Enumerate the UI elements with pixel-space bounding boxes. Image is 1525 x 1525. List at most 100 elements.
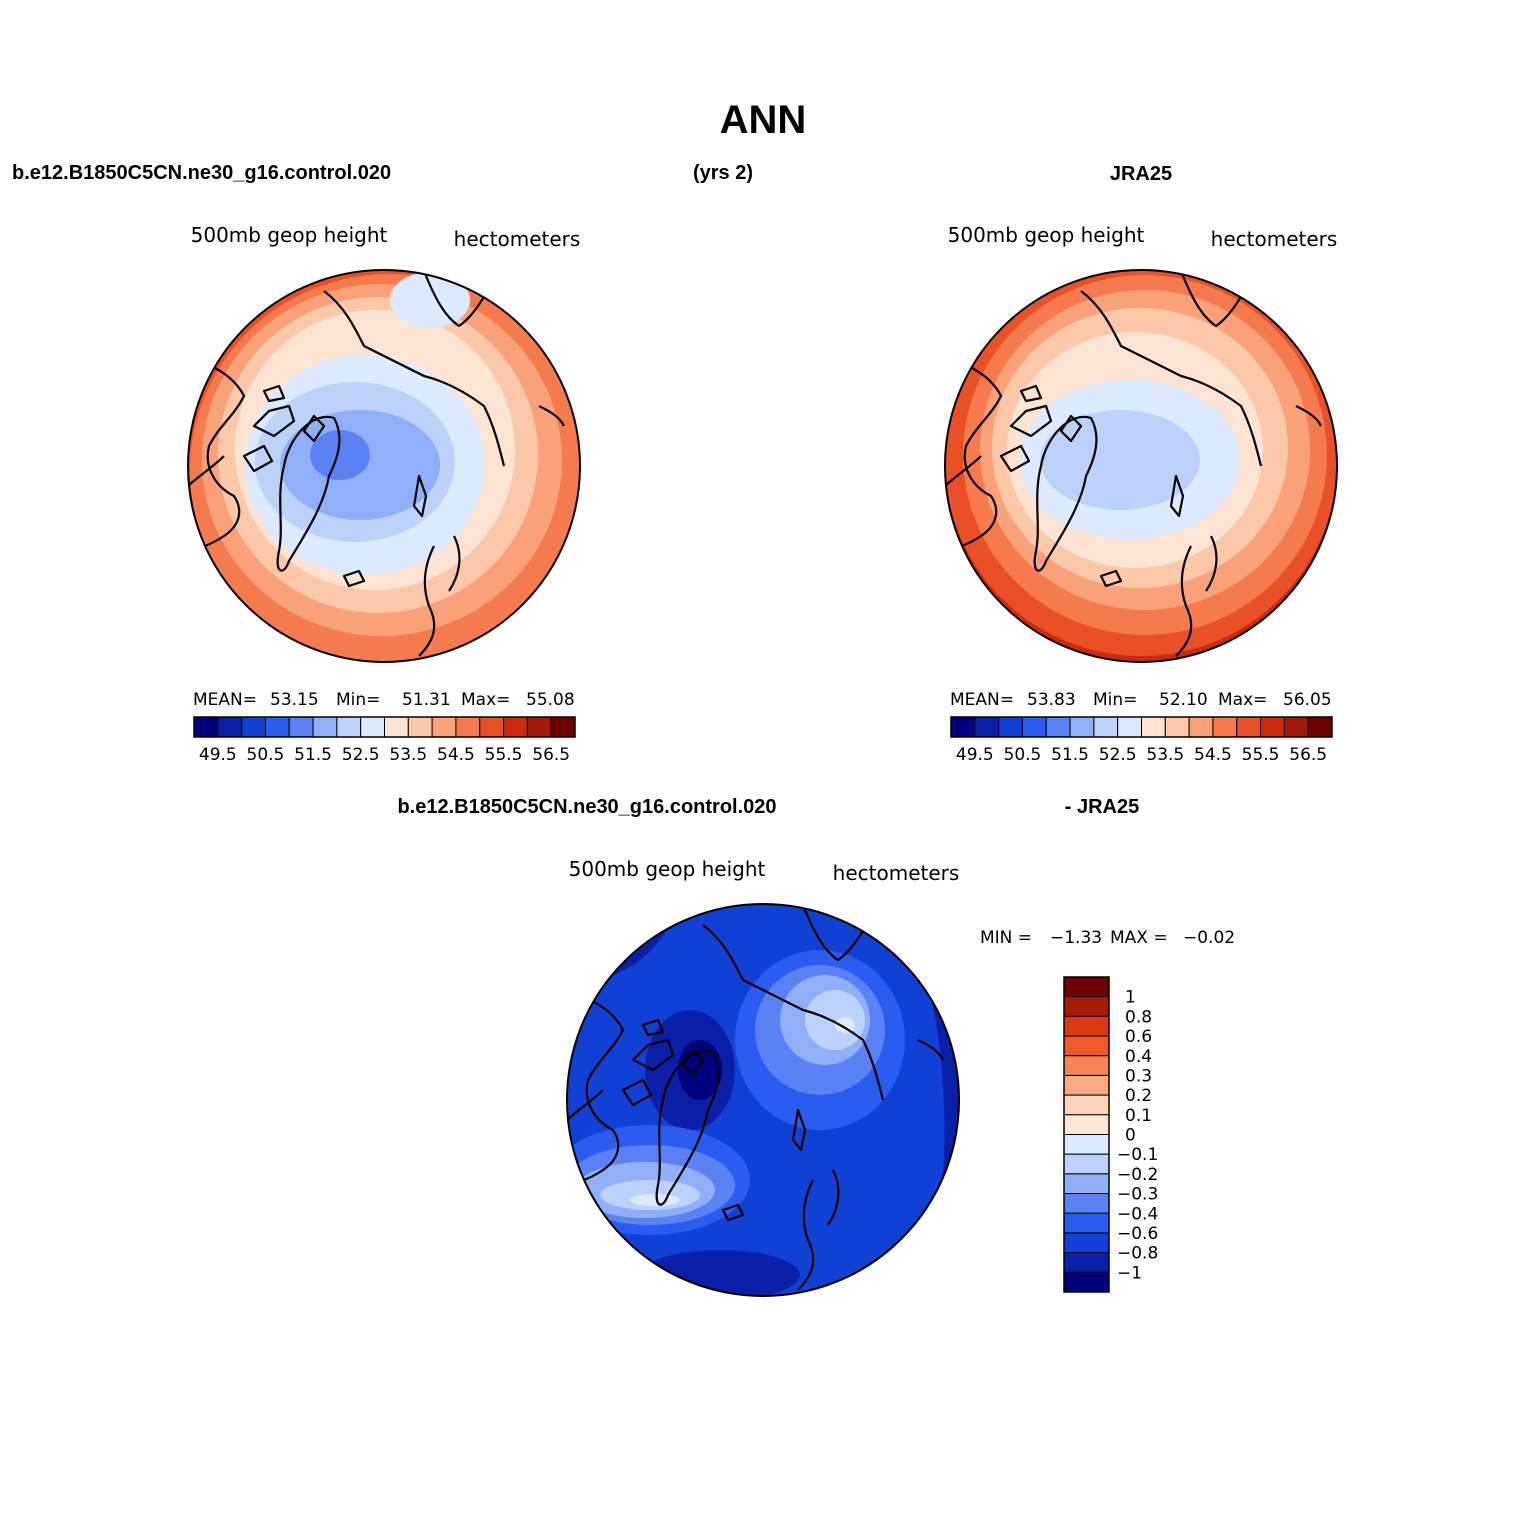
panel-model-max-label: Max=	[461, 690, 510, 710]
colorbar-diff-swatch	[1063, 996, 1110, 1017]
panel-obs-min: 52.10	[1159, 690, 1208, 710]
panel-model-min-label: Min=	[336, 690, 380, 710]
colorbar-obs-swatch	[998, 716, 1023, 738]
colorbar-obs-swatch	[1164, 716, 1190, 738]
panel-obs: 500mb geop height hectometers MEAN= 53.8…	[944, 223, 1338, 765]
panel-model-mean-label: MEAN=	[193, 690, 257, 710]
colorbar-model-swatch	[503, 716, 528, 738]
colorbar-diff-tick-label: 0.8	[1125, 1007, 1152, 1027]
colorbar-model-swatch	[550, 716, 576, 738]
colorbar-diff-swatch	[1063, 1153, 1110, 1175]
colorbar-model-tick-label: 52.5	[342, 745, 380, 765]
colorbar-model-swatch	[360, 716, 385, 738]
colorbar-model-tick-label: 54.5	[437, 745, 475, 765]
polar-map-obs-border	[944, 269, 1338, 663]
colorbar-diff-swatch	[1063, 1055, 1110, 1076]
colorbar-diff-tick-label: 0.4	[1125, 1047, 1152, 1067]
colorbar-obs-tick-label: 55.5	[1242, 745, 1280, 765]
case-name-label: b.e12.B1850C5CN.ne30_g16.control.020	[12, 162, 391, 184]
polar-map-model-border	[187, 269, 581, 663]
colorbar-diff-tick-label: −0.1	[1117, 1145, 1158, 1165]
colorbar-obs-swatch	[1117, 716, 1142, 738]
panel-model-variable: 500mb geop height	[191, 223, 388, 247]
diff-case-label: b.e12.B1850C5CN.ne30_g16.control.020	[397, 796, 776, 818]
panel-model-max: 55.08	[526, 690, 575, 710]
colorbar-model-swatch	[384, 716, 409, 738]
colorbar-obs: 49.5 50.5 51.5 52.5 53.5 54.5 55.5 56.5	[950, 716, 1333, 765]
panel-model-mean: 53.15	[270, 690, 319, 710]
colorbar-model-swatch	[407, 716, 433, 738]
panel-obs-max: 56.05	[1283, 690, 1332, 710]
colorbar-diff-swatch	[1063, 1193, 1110, 1214]
colorbar-model-swatch	[193, 716, 219, 738]
colorbar-obs-tick-label: 49.5	[956, 745, 994, 765]
colorbar-diff-tick-label: −0.6	[1117, 1224, 1158, 1244]
colorbar-diff-swatch	[1063, 1271, 1110, 1293]
colorbar-model-swatch	[431, 716, 457, 738]
colorbar-model-tick-label: 50.5	[247, 745, 285, 765]
colorbar-model-swatch	[312, 716, 338, 738]
colorbar-obs-swatch	[974, 716, 1000, 738]
colorbar-model-swatch	[336, 716, 362, 738]
colorbar-diff-swatch	[1063, 1094, 1110, 1116]
colorbar-diff-tick-label: −0.8	[1117, 1244, 1158, 1264]
colorbar-diff-swatch	[1063, 976, 1110, 998]
colorbar-obs-swatch	[1307, 716, 1333, 738]
colorbar-diff-swatch	[1063, 1114, 1110, 1135]
colorbar-obs-tick-label: 52.5	[1099, 745, 1137, 765]
colorbar-diff-swatch	[1063, 1074, 1110, 1096]
colorbar-diff-tick-label: −1	[1117, 1263, 1142, 1283]
panel-diff-max: −0.02	[1183, 928, 1235, 948]
colorbar-obs-tick-label: 54.5	[1194, 745, 1232, 765]
colorbar-obs-swatch	[1283, 716, 1309, 738]
colorbar-diff-tick-label: −0.3	[1117, 1185, 1158, 1205]
colorbar-obs-tick-label: 50.5	[1004, 745, 1042, 765]
colorbar-obs-tick-label: 51.5	[1051, 745, 1089, 765]
colorbar-diff-swatch	[1063, 1232, 1110, 1254]
panel-diff-min-label: MIN =	[980, 928, 1032, 948]
colorbar-model-tick-label: 56.5	[532, 745, 570, 765]
colorbar-model-tick-label: 49.5	[199, 745, 237, 765]
colorbar-obs-swatch	[1141, 716, 1166, 738]
polar-map-model	[188, 270, 580, 662]
colorbar-obs-swatch	[1045, 716, 1071, 738]
colorbar-diff-swatch	[1063, 1252, 1110, 1273]
obs-name-label: JRA25	[1110, 163, 1172, 185]
colorbar-obs-swatch	[1021, 716, 1047, 738]
polar-map-diff	[567, 904, 959, 1296]
colorbar-diff-swatch	[1063, 1015, 1110, 1037]
panel-model-units: hectometers	[454, 227, 581, 251]
colorbar-diff-swatch	[1063, 1035, 1110, 1057]
panel-obs-units: hectometers	[1211, 227, 1338, 251]
colorbar-diff-tick-label: 0.6	[1125, 1027, 1152, 1047]
page-title: ANN	[720, 98, 807, 142]
colorbar-model: 49.5 50.5 51.5 52.5 53.5 54.5 55.5 56.5	[193, 716, 576, 765]
panel-obs-variable: 500mb geop height	[948, 223, 1145, 247]
panel-diff-variable: 500mb geop height	[569, 857, 766, 881]
colorbar-model-swatch	[264, 716, 290, 738]
colorbar-diff: 10.80.60.40.30.20.10−0.1−0.2−0.3−0.4−0.6…	[1063, 976, 1158, 1293]
polar-map-obs	[945, 270, 1337, 662]
colorbar-obs-tick-label: 53.5	[1146, 745, 1184, 765]
panel-diff-max-label: MAX =	[1110, 928, 1168, 948]
years-label: (yrs 2)	[693, 162, 753, 184]
colorbar-model-swatch	[479, 716, 505, 738]
panel-obs-mean-label: MEAN=	[950, 690, 1014, 710]
colorbar-obs-swatch	[1069, 716, 1095, 738]
colorbar-model-swatch	[241, 716, 266, 738]
panel-obs-min-label: Min=	[1093, 690, 1137, 710]
colorbar-model-swatch	[526, 716, 552, 738]
colorbar-model-tick-label: 55.5	[485, 745, 523, 765]
colorbar-diff-tick-label: 0.2	[1125, 1086, 1152, 1106]
colorbar-diff-tick-label: 0.1	[1125, 1106, 1152, 1126]
panel-obs-mean: 53.83	[1027, 690, 1076, 710]
colorbar-obs-swatch	[1212, 716, 1238, 738]
colorbar-diff-swatch	[1063, 1173, 1110, 1195]
panel-diff-min: −1.33	[1050, 928, 1102, 948]
colorbar-diff-swatch	[1063, 1212, 1110, 1234]
colorbar-diff-tick-label: −0.2	[1117, 1165, 1158, 1185]
panel-obs-max-label: Max=	[1218, 690, 1267, 710]
colorbar-obs-swatch	[1260, 716, 1285, 738]
colorbar-obs-swatch	[1093, 716, 1119, 738]
